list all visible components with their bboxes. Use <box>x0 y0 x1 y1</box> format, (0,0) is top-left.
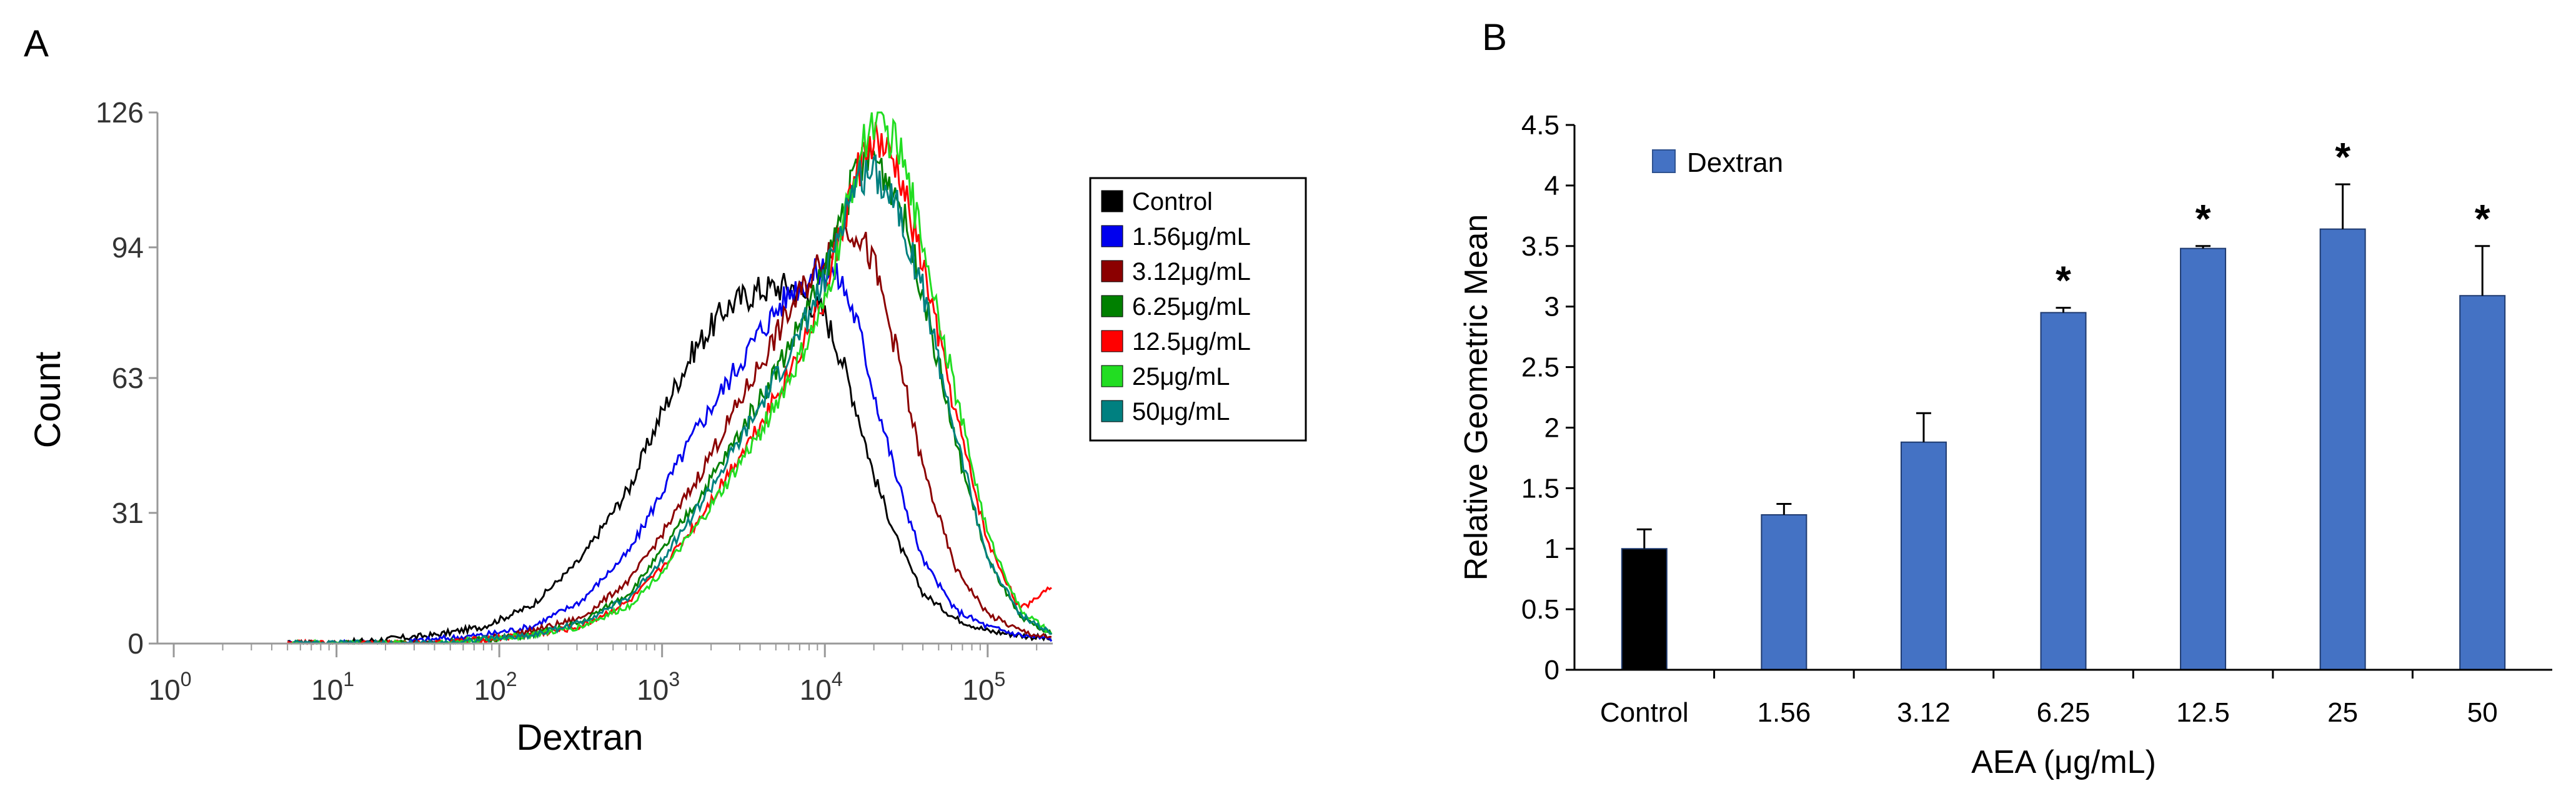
histogram-legend-swatch-6 <box>1101 400 1123 422</box>
bar-x-ticks: Control 1.56 3.12 6.25 12.5 25 50 <box>1600 670 2498 728</box>
histogram-legend-swatch-0 <box>1101 190 1123 212</box>
histogram-series-group <box>287 111 1053 645</box>
bar-x-axis-title: AEA (μg/mL) <box>1971 744 2156 780</box>
panel-a-label: A <box>24 22 49 64</box>
histogram-legend-label-2: 3.12μg/mL <box>1132 258 1251 286</box>
bar-series-group: * * * * <box>1621 134 2506 671</box>
bar-x-tick-label-6: 50 <box>2467 697 2498 728</box>
bar-y-tick-label-9: 4.5 <box>1521 110 1559 141</box>
histogram-line-6 <box>287 154 1052 645</box>
histogram-legend-swatch-4 <box>1101 330 1123 352</box>
bar-x-tick-label-2: 3.12 <box>1897 697 1951 728</box>
histogram-chart: 0 31 63 94 126 100 101 102 103 104 105 Dextran Co… <box>27 96 1307 758</box>
histogram-legend-label-0: Control <box>1132 188 1213 216</box>
histogram-line-5 <box>287 111 1052 645</box>
bar-0 <box>1621 548 1668 670</box>
histogram-line-4 <box>287 122 1052 645</box>
bar-y-ticks: 0 0.5 1 1.5 2 2.5 3 3.5 4 4.5 <box>1521 110 1574 685</box>
histogram-legend-swatch-1 <box>1101 225 1123 247</box>
significance-marker-4: * <box>2196 196 2211 241</box>
histogram-x-tick-label-3: 103 <box>637 668 680 706</box>
histogram-x-tick-label-1: 101 <box>311 668 354 706</box>
histogram-y-tick-label-2: 63 <box>112 362 144 394</box>
bar-y-tick-label-5: 2.5 <box>1521 352 1559 383</box>
histogram-line-3 <box>287 140 1053 645</box>
histogram-legend-label-1: 1.56μg/mL <box>1132 223 1251 251</box>
significance-marker-3: * <box>2056 258 2071 303</box>
histogram-y-tick-label-1: 31 <box>112 497 144 529</box>
bar-y-tick-label-3: 1.5 <box>1521 473 1559 504</box>
histogram-legend: Control 1.56μg/mL 3.12μg/mL 6.25μg/mL 12.5μg… <box>1089 177 1307 442</box>
histogram-y-axis-title: Count <box>27 352 68 449</box>
histogram-line-0 <box>287 272 1052 645</box>
histogram-legend-label-3: 6.25μg/mL <box>1132 293 1251 321</box>
histogram-legend-label-4: 12.5μg/mL <box>1132 328 1251 356</box>
histogram-y-tick-label-0: 0 <box>127 627 144 660</box>
histogram-x-tick-label-5: 105 <box>962 668 1005 706</box>
bar-y-tick-label-0: 0 <box>1544 655 1559 685</box>
bar-chart: 0 0.5 1 1.5 2 2.5 3 3.5 4 4.5 * * * * Control 1.56 3.1… <box>1458 110 2552 780</box>
bar-legend: Dextran <box>1652 147 1783 178</box>
bar-x-tick-label-1: 1.56 <box>1758 697 1811 728</box>
bar-legend-label: Dextran <box>1687 147 1783 178</box>
histogram-x-tick-label-2: 102 <box>474 668 517 706</box>
histogram-y-tick-label-4: 126 <box>96 96 144 129</box>
bar-y-tick-label-7: 3.5 <box>1521 231 1559 262</box>
bar-2 <box>1900 441 1947 670</box>
bar-y-tick-label-4: 2 <box>1544 412 1559 443</box>
histogram-legend-swatch-2 <box>1101 260 1123 282</box>
histogram-legend-label-5: 25μg/mL <box>1132 363 1230 391</box>
bar-y-tick-label-1: 0.5 <box>1521 594 1559 625</box>
bar-x-tick-label-0: Control <box>1600 697 1689 728</box>
histogram-legend-items: Control 1.56μg/mL 3.12μg/mL 6.25μg/mL 12.5μg… <box>1101 188 1251 425</box>
bar-y-tick-label-2: 1 <box>1544 534 1559 564</box>
bar-5 <box>2319 228 2366 671</box>
bar-x-tick-label-5: 25 <box>2327 697 2358 728</box>
bar-4 <box>2180 247 2227 670</box>
histogram-x-tick-label-0: 100 <box>149 668 192 706</box>
bar-6 <box>2459 295 2506 670</box>
histogram-legend-swatch-5 <box>1101 365 1123 387</box>
histogram-legend-box <box>1089 177 1307 442</box>
bar-legend-swatch <box>1652 149 1676 173</box>
bar-x-tick-label-3: 6.25 <box>2037 697 2091 728</box>
histogram-legend-label-6: 50μg/mL <box>1132 398 1230 425</box>
histogram-x-tick-label-4: 104 <box>800 668 843 706</box>
significance-marker-5: * <box>2335 134 2350 179</box>
histogram-line-2 <box>287 220 1052 645</box>
panel-b-label: B <box>1482 16 1507 58</box>
histogram-line-1 <box>287 258 1053 645</box>
histogram-legend-swatch-3 <box>1101 295 1123 317</box>
histogram-y-ticks: 0 31 63 94 126 <box>96 96 157 660</box>
bar-x-tick-label-4: 12.5 <box>2176 697 2230 728</box>
bar-y-tick-label-8: 4 <box>1544 171 1559 201</box>
significance-marker-6: * <box>2475 196 2490 241</box>
bar-y-axis-title: Relative Geometric Mean <box>1458 214 1494 581</box>
bar-3 <box>2040 312 2087 671</box>
histogram-y-tick-label-3: 94 <box>112 231 144 264</box>
histogram-x-ticks: 100 101 102 103 104 105 <box>149 644 1038 706</box>
bar-1 <box>1761 514 1808 670</box>
histogram-x-axis-title: Dextran <box>516 717 643 758</box>
bar-y-tick-label-6: 3 <box>1544 292 1559 322</box>
